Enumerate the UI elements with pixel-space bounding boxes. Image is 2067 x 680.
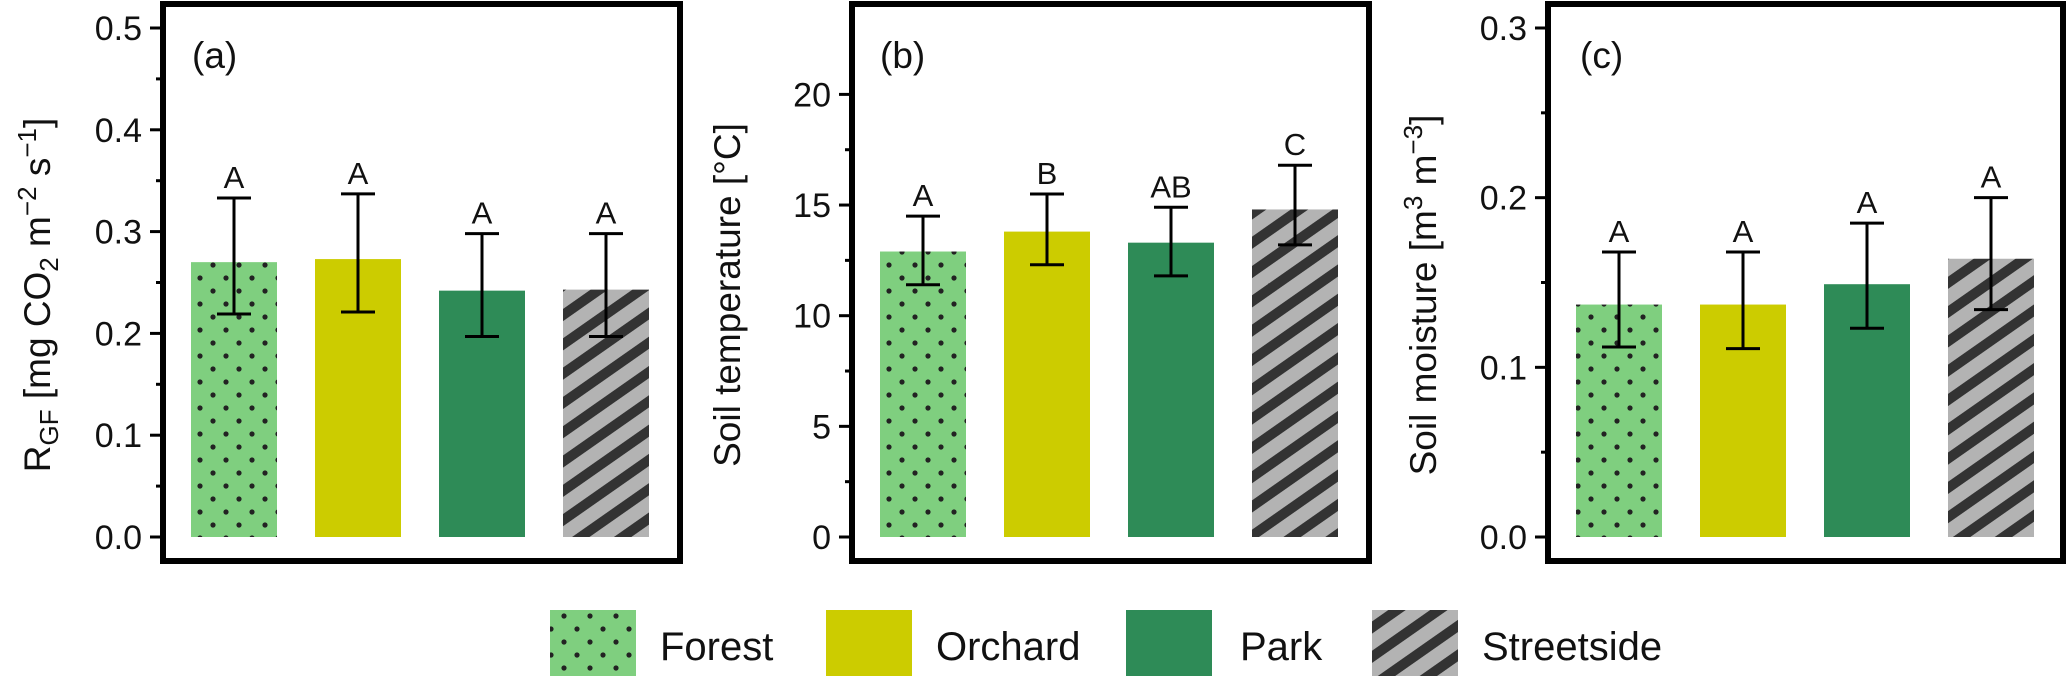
y-tick-label: 0.0: [95, 519, 142, 557]
significance-letter: AB: [1150, 169, 1191, 204]
y-tick-label: 0.0: [1480, 519, 1527, 557]
significance-letter: A: [913, 178, 934, 213]
bar-orchard: [1004, 231, 1090, 537]
panel-tag: (b): [880, 35, 925, 76]
y-tick-label: 0: [812, 519, 831, 557]
plot-frame: [849, 1, 1372, 564]
legend-swatch-orchard: [826, 610, 912, 676]
legend: Forest Orchard Park Streetside: [550, 610, 1662, 676]
legend-label-park: Park: [1240, 625, 1323, 669]
significance-letter: A: [596, 196, 617, 231]
y-tick-label: 0.2: [95, 315, 142, 353]
y-tick-label: 15: [793, 187, 831, 225]
y-tick-label: 0.5: [95, 10, 142, 48]
y-tick-label: 20: [793, 76, 831, 114]
panel-c: (c) Soil moisture [m3 m−3] 0.0 0.1 0.2 0.3 A…: [1398, 1, 2066, 564]
y-tick-label: 0.3: [95, 214, 142, 252]
legend-swatch-forest: [550, 610, 636, 676]
bar-streetside: [1252, 209, 1338, 538]
y-tick-label: 0.2: [1480, 180, 1527, 218]
significance-letter: C: [1284, 127, 1306, 162]
panel-tag: (a): [192, 35, 237, 76]
significance-letter: A: [1733, 214, 1754, 249]
legend-label-orchard: Orchard: [936, 625, 1081, 669]
y-tick-label: 0.3: [1480, 10, 1527, 48]
y-tick-label: 10: [793, 298, 831, 336]
y-tick-label: 0.1: [1480, 349, 1527, 387]
bar-park: [1128, 242, 1214, 537]
significance-letter: A: [472, 196, 493, 231]
y-axis-label: Soil temperature [°C]: [707, 123, 748, 467]
y-tick-label: 5: [812, 408, 831, 446]
panel-a: (a) RGF [mg CO2 m−2 s−1] 0.0 0.1 0.2 0.3 0.4…: [12, 1, 683, 564]
legend-swatch-park: [1126, 610, 1212, 676]
significance-letter: A: [1609, 214, 1630, 249]
significance-letter: B: [1037, 156, 1058, 191]
significance-letter: A: [1857, 185, 1878, 220]
bar-forest: [880, 251, 966, 537]
y-tick-label: 0.1: [95, 417, 142, 455]
y-axis-label: Soil moisture [m3 m−3]: [1398, 115, 1444, 476]
legend-label-forest: Forest: [660, 625, 773, 669]
y-axis-label: RGF [mg CO2 m−2 s−1]: [12, 118, 64, 473]
significance-letter: A: [348, 156, 369, 191]
legend-swatch-streetside: [1372, 610, 1458, 676]
legend-label-streetside: Streetside: [1482, 625, 1662, 669]
significance-letter: A: [1981, 160, 2002, 195]
y-tick-label: 0.4: [95, 112, 142, 150]
significance-letter: A: [224, 160, 245, 195]
panel-tag: (c): [1580, 35, 1623, 76]
